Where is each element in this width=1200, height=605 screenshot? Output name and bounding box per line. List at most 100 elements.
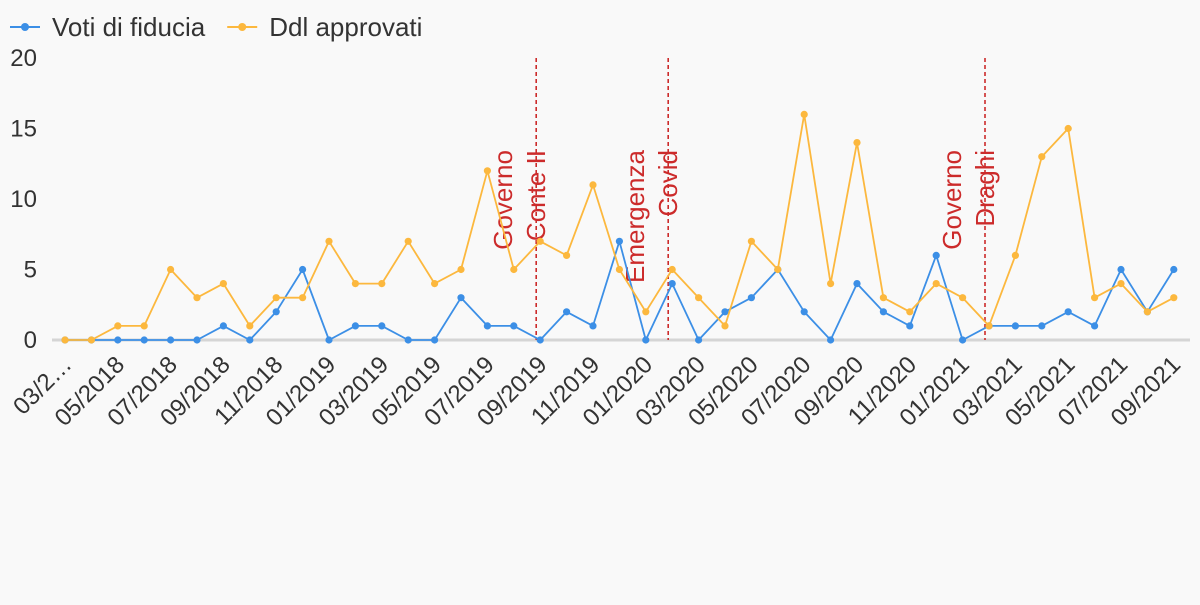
annotation-label: Draghi: [970, 150, 1000, 227]
data-point: [1064, 308, 1072, 316]
data-point: [246, 336, 254, 344]
data-point: [378, 322, 386, 330]
data-point: [747, 294, 756, 302]
legend-label: Voti di fiducia: [52, 12, 206, 42]
legend-item[interactable]: Ddl approvati: [227, 12, 422, 42]
data-point: [1091, 294, 1099, 302]
data-point: [642, 336, 650, 344]
data-point: [351, 322, 359, 330]
data-point: [1170, 294, 1178, 302]
annotation-label: Covid: [653, 150, 683, 216]
data-point: [615, 237, 624, 245]
legend-item[interactable]: Voti di fiducia: [10, 12, 206, 42]
data-point: [61, 336, 69, 344]
data-point: [193, 336, 201, 344]
data-point: [325, 336, 333, 344]
data-point: [140, 322, 148, 330]
data-point: [457, 294, 465, 302]
y-tick-label: 5: [24, 257, 37, 284]
data-point: [695, 336, 703, 344]
data-point: [483, 167, 491, 175]
data-point: [404, 237, 412, 245]
data-point: [299, 265, 307, 274]
data-point: [351, 280, 359, 288]
data-point: [932, 280, 940, 288]
legend-swatch-dot: [21, 23, 29, 31]
data-point: [906, 308, 914, 316]
data-point: [193, 294, 201, 302]
data-point: [1170, 265, 1178, 274]
data-point: [721, 322, 729, 330]
data-point: [853, 280, 861, 288]
data-point: [747, 237, 756, 245]
y-tick-label: 15: [10, 116, 37, 143]
legend-swatch-dot: [238, 23, 247, 31]
data-point: [774, 265, 782, 274]
data-point: [536, 336, 544, 344]
data-point: [800, 110, 808, 118]
data-point: [985, 322, 993, 330]
data-point: [695, 294, 703, 302]
data-point: [431, 280, 439, 288]
data-point: [140, 336, 148, 344]
data-point: [510, 265, 518, 274]
y-tick-label: 20: [10, 45, 37, 72]
data-point: [299, 294, 307, 302]
data-point: [668, 265, 676, 274]
data-point: [114, 322, 122, 330]
annotation-label: Governo: [937, 150, 967, 250]
data-point: [563, 251, 571, 259]
data-point: [219, 322, 227, 330]
data-point: [431, 336, 439, 344]
data-point: [246, 322, 254, 330]
data-point: [642, 308, 650, 316]
data-point: [114, 336, 122, 344]
data-point: [1091, 322, 1099, 330]
y-tick-label: 0: [24, 327, 37, 354]
annotation-label: Conte II: [521, 150, 551, 241]
data-point: [1143, 308, 1151, 316]
annotation-label: Governo: [488, 150, 518, 250]
data-point: [1117, 265, 1125, 274]
data-point: [827, 336, 835, 344]
legend-label: Ddl approvati: [269, 12, 422, 42]
data-point: [272, 294, 280, 302]
data-point: [1011, 251, 1020, 259]
data-point: [668, 280, 676, 288]
data-point: [853, 139, 861, 147]
data-point: [378, 280, 386, 288]
data-point: [906, 322, 914, 330]
data-point: [932, 251, 940, 259]
data-point: [272, 308, 280, 316]
data-point: [615, 265, 624, 274]
axes: 0510152003/2…05/201807/201809/201811/201…: [8, 45, 1190, 432]
data-point: [1011, 322, 1020, 330]
data-point: [167, 265, 175, 274]
data-point: [510, 322, 518, 330]
data-point: [1064, 124, 1072, 133]
data-point: [483, 322, 491, 330]
legend: Voti di fiducia Ddl approvati: [10, 12, 422, 42]
data-point: [959, 294, 967, 302]
data-point: [800, 308, 808, 316]
data-point: [1117, 280, 1125, 288]
data-point: [404, 336, 412, 344]
data-point: [879, 294, 888, 302]
data-point: [1038, 153, 1046, 161]
data-point: [457, 265, 465, 274]
data-point: [167, 336, 175, 344]
data-point: [219, 280, 227, 288]
series: [61, 110, 1178, 344]
data-point: [721, 308, 729, 316]
data-point: [536, 237, 544, 245]
y-tick-label: 10: [10, 186, 37, 213]
data-point: [325, 237, 333, 245]
data-point: [959, 336, 967, 344]
data-point: [589, 181, 597, 189]
data-point: [827, 280, 835, 288]
data-point: [589, 322, 597, 330]
data-point: [879, 308, 888, 316]
data-point: [1038, 322, 1046, 330]
